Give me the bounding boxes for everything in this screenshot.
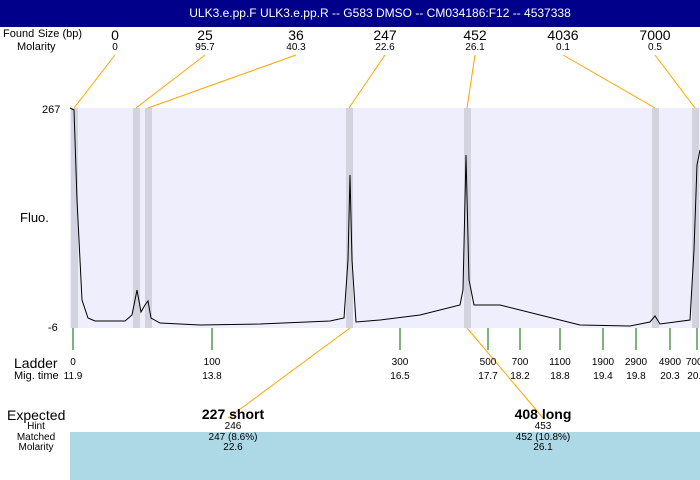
expected-fragment: 408 long <box>514 406 572 422</box>
expected-matched: 452 (10.8%) <box>515 432 571 443</box>
peak-leader-line <box>466 54 476 109</box>
mig-time-label: Mig. time <box>14 370 59 382</box>
peak-molarity: 40.3 <box>286 42 306 53</box>
ladder-bp: 100 <box>203 357 221 368</box>
ladder-time: 11.9 <box>63 371 83 382</box>
molarity2-label: Molarity <box>18 442 54 453</box>
y-min-tick: -6 <box>48 322 58 334</box>
peak-molarity: 0 <box>112 42 118 53</box>
peak-leader-line <box>562 54 656 109</box>
peak-molarity: 95.7 <box>195 42 215 53</box>
expected-hint: 246 <box>224 421 242 432</box>
ladder-time: 20.9 <box>687 371 700 382</box>
expected-hint: 453 <box>534 421 552 432</box>
ladder-bp: 300 <box>391 357 409 368</box>
ladder-time: 17.7 <box>478 371 498 382</box>
ladder-time: 13.8 <box>202 371 222 382</box>
peak-size: 452 <box>463 27 487 43</box>
matched-bar <box>70 432 700 480</box>
peak-band <box>133 108 140 328</box>
trace-line <box>69 107 700 327</box>
peak-size: 0 <box>111 27 119 43</box>
expected-leader-line <box>466 327 544 419</box>
expected-molarity: 22.6 <box>223 442 243 453</box>
peak-leader-line <box>147 54 297 109</box>
plot-area <box>70 108 700 328</box>
y-axis-label: Fluo. <box>20 210 49 225</box>
ladder-time: 16.5 <box>390 371 410 382</box>
expected-label: Expected <box>7 407 66 423</box>
ladder-bp: 1100 <box>549 357 571 368</box>
peak-size: 36 <box>288 27 304 43</box>
ladder-time: 18.8 <box>550 371 570 382</box>
peak-molarity: 26.1 <box>465 42 485 53</box>
peak-leader-line <box>73 54 116 109</box>
ladder-time: 18.2 <box>510 371 530 382</box>
ladder-time: 19.8 <box>626 371 646 382</box>
matched-label: Matched <box>16 432 56 443</box>
ladder-time: 20.3 <box>660 371 680 382</box>
expected-fragment: 227 short <box>201 406 265 422</box>
expected-matched: 247 (8.6%) <box>208 432 258 443</box>
peak-band <box>145 108 152 328</box>
peak-leader-line <box>654 54 696 109</box>
ladder-time: 19.4 <box>593 371 613 382</box>
peak-size: 7000 <box>639 27 671 43</box>
peak-molarity: 22.6 <box>375 42 395 53</box>
peak-size: 247 <box>373 27 397 43</box>
peak-band <box>71 108 78 328</box>
size-label: Size (bp) <box>38 28 83 40</box>
ladder-bp: 700 <box>511 357 529 368</box>
ladder-bp: 1900 <box>591 357 615 368</box>
ladder-bp: 2900 <box>624 357 648 368</box>
ladder-bp: 7000 <box>685 357 700 368</box>
peak-leader-line <box>135 54 206 109</box>
peak-leader-line <box>348 54 386 109</box>
y-max-tick: 267 <box>42 104 61 116</box>
header-title: ULK3.e.pp.F ULK3.e.pp.R -- G583 DMSO -- … <box>0 0 700 27</box>
expected-molarity: 26.1 <box>533 442 553 453</box>
ladder-bp: 500 <box>479 357 497 368</box>
expected-leader-line <box>227 327 351 419</box>
found-label: Found <box>3 28 35 40</box>
peak-size: 4036 <box>547 27 579 43</box>
peak-molarity: 0.1 <box>556 42 570 53</box>
peak-molarity: 0.5 <box>648 42 662 53</box>
ladder-bp: 4900 <box>658 357 682 368</box>
peak-size: 25 <box>197 27 213 43</box>
ladder-bp: 0 <box>70 357 76 368</box>
hint-label: Hint <box>27 421 45 432</box>
peak-band <box>652 108 659 328</box>
ladder-label: Ladder <box>14 355 58 371</box>
peak-band <box>346 108 353 328</box>
molarity-label: Molarity <box>17 41 56 53</box>
